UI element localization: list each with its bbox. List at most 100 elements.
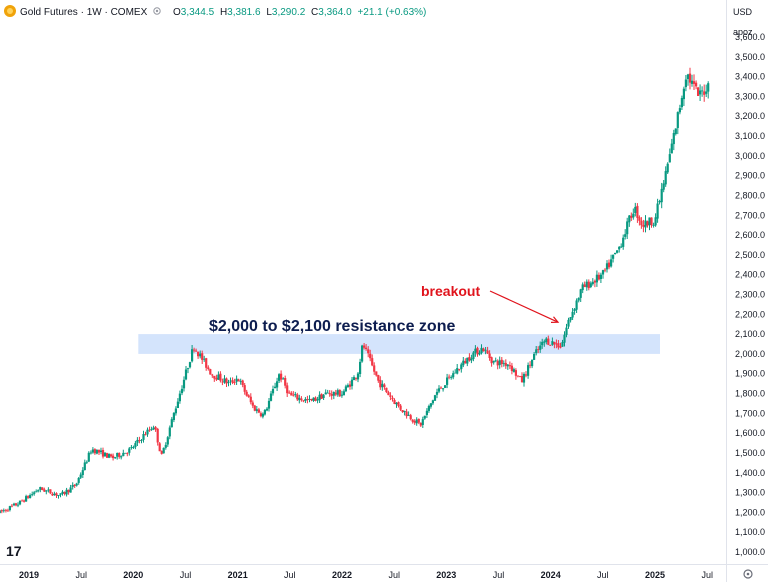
candle-down	[73, 484, 76, 486]
candle-up	[462, 360, 465, 366]
price-tick-label: 1,000.0	[735, 547, 765, 557]
ohlc-change: +21.1 (+0.63%)	[357, 7, 426, 18]
eye-icon[interactable]	[153, 7, 161, 15]
currency-label[interactable]: USD	[733, 7, 753, 17]
ohlc-low-label: L	[266, 7, 272, 18]
tradingview-logo[interactable]: 17	[6, 543, 22, 559]
candle-up	[567, 319, 570, 327]
candle-up	[634, 206, 637, 213]
candle-up	[324, 392, 327, 395]
candle-up	[585, 281, 588, 288]
candle-down	[496, 361, 499, 366]
candle-down	[650, 217, 653, 226]
candle-up	[142, 434, 145, 440]
candle-down	[508, 365, 511, 367]
candle-up	[217, 374, 220, 380]
breakout-arrow	[489, 290, 560, 323]
candle-down	[529, 364, 532, 366]
time-axis[interactable]: 2019 Jul 2020 Jul 2021 Jul 2022 Jul 2023 Jul 2024 J…	[19, 570, 713, 580]
candle-up	[676, 112, 679, 128]
candle-down	[504, 362, 507, 366]
candle-up	[470, 358, 473, 361]
candle-down	[636, 205, 639, 218]
candle-down	[549, 344, 552, 346]
candle-up	[450, 377, 453, 378]
time-tick-label: 2021	[228, 570, 248, 580]
candle-up	[614, 252, 617, 254]
candle-up	[188, 362, 192, 368]
time-tick-label: Jul	[493, 570, 505, 580]
candle-down	[587, 281, 590, 289]
candle-up	[672, 133, 675, 145]
candle-down	[257, 409, 260, 413]
candle-up	[433, 395, 437, 401]
candle-down	[537, 349, 540, 350]
price-tick-label: 1,300.0	[735, 488, 765, 498]
candle-up	[267, 400, 271, 409]
candle-up	[178, 393, 181, 402]
price-tick-label: 2,600.0	[735, 230, 765, 240]
candle-up	[452, 373, 455, 378]
candle-down	[209, 369, 212, 375]
candle-up	[579, 289, 582, 298]
candle-up	[699, 90, 702, 95]
candle-up	[684, 79, 687, 88]
unit-label[interactable]: apoz	[733, 27, 753, 37]
candle-up	[120, 456, 123, 458]
candle-up	[172, 412, 175, 420]
candle-up	[454, 372, 457, 374]
candle-up	[29, 495, 32, 498]
candle-down	[14, 503, 18, 506]
candle-down	[369, 353, 372, 359]
candle-down	[4, 509, 7, 511]
candle-up	[85, 461, 88, 463]
candle-up	[678, 108, 681, 113]
candle-down	[10, 505, 13, 507]
candle-down	[486, 350, 489, 354]
candle-down	[213, 375, 216, 379]
candle-up	[423, 415, 426, 419]
candle-down	[597, 274, 600, 280]
symbol-title[interactable]: Gold Futures · 1W · COMEX	[20, 7, 148, 18]
candle-up	[276, 381, 279, 388]
candle-down	[233, 382, 236, 383]
time-tick-label: 2025	[645, 570, 665, 580]
candle-up	[527, 365, 530, 376]
candle-up	[512, 369, 515, 372]
candle-down	[219, 373, 222, 381]
candle-up	[89, 452, 92, 454]
candle-up	[429, 403, 432, 407]
candle-down	[284, 378, 287, 386]
candle-down	[245, 391, 248, 396]
candle-up	[407, 414, 410, 416]
candle-up	[263, 410, 266, 415]
candle-down	[193, 349, 196, 351]
price-tick-label: 3,400.0	[735, 72, 765, 82]
candle-up	[180, 388, 184, 394]
candle-up	[492, 361, 495, 363]
candle-down	[348, 384, 352, 387]
candle-up	[45, 490, 48, 492]
price-tick-label: 3,200.0	[735, 111, 765, 121]
candle-up	[575, 300, 578, 310]
candle-up	[47, 489, 50, 491]
price-tick-label: 3,300.0	[735, 91, 765, 101]
candle-up	[91, 449, 94, 453]
settings-gear-icon[interactable]	[743, 569, 753, 579]
candle-down	[6, 510, 9, 512]
price-axis[interactable]: 1,000.0 1,100.0 1,200.0 1,300.0 1,400.0 1,500…	[735, 32, 765, 557]
candle-down	[286, 385, 289, 394]
candle-up	[152, 427, 155, 430]
header: Gold Futures · 1W · COMEX O3,344.5 H3,38…	[4, 5, 753, 37]
candle-down	[320, 394, 323, 399]
candle-up	[304, 399, 307, 401]
candle-up	[182, 379, 186, 389]
candle-up	[71, 485, 74, 487]
candle-up	[612, 254, 615, 259]
candle-down	[55, 493, 58, 496]
price-tick-label: 2,500.0	[735, 250, 765, 260]
candle-down	[156, 428, 159, 443]
price-tick-label: 1,900.0	[735, 369, 765, 379]
